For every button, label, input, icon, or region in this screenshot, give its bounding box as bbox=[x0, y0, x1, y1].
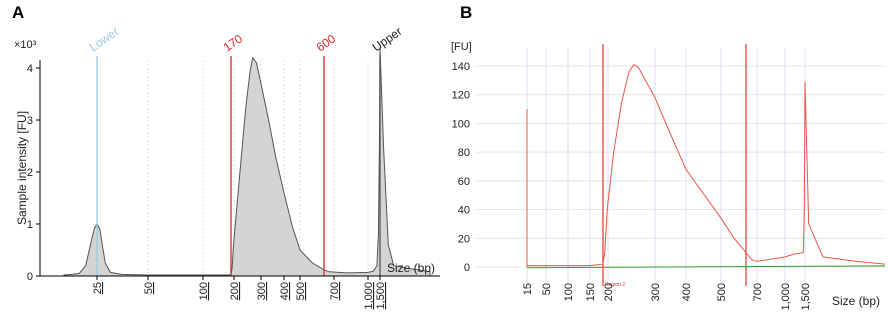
panel-b-x-tick-label: 700 bbox=[752, 283, 764, 301]
panel-a-y-tick-label: 4 bbox=[27, 63, 33, 75]
panel-b-y-tick-label: 60 bbox=[458, 176, 470, 188]
panel-a: A ×10³ Lower 170 600 Upper 0 1 2 3 4 25 50 100 200… bbox=[12, 3, 440, 310]
panel-b-y-tick-label: 100 bbox=[452, 118, 470, 130]
panel-a-x-tick-label: 700 bbox=[329, 282, 341, 300]
panel-b-x-tick-label: 1,500 bbox=[800, 283, 812, 311]
panel-a-y-multiplier: ×10³ bbox=[14, 39, 37, 51]
panel-b-x-tick-label: 15 bbox=[522, 283, 534, 295]
panel-b-y-ticks: 0 20 40 60 80 100 120 140 bbox=[452, 61, 470, 274]
panel-a-marker-label: 600 bbox=[314, 31, 339, 54]
panel-b-traces bbox=[526, 63, 886, 269]
panel-b-y-label: [FU] bbox=[451, 41, 472, 53]
panel-b-gridlines bbox=[476, 48, 885, 282]
panel-b-x-tick-label: 300 bbox=[650, 283, 662, 301]
panel-a-x-tick-label: 25 bbox=[92, 282, 104, 294]
panel-a-x-ticks: 25 50 100 200 300 400 500 700 1,000 1,500 bbox=[92, 276, 387, 310]
panel-a-x-tick-label: 200 bbox=[229, 282, 241, 300]
panel-b-y-tick-label: 80 bbox=[458, 147, 470, 159]
panel-a-y-tick-label: 2 bbox=[27, 167, 33, 179]
panel-b-region-label: Region 2 bbox=[605, 282, 625, 288]
panel-b-trace bbox=[526, 265, 886, 269]
panel-b-x-tick-label: 400 bbox=[681, 283, 693, 301]
panel-a-x-label: Size (bp) bbox=[387, 261, 435, 275]
panel-a-marker-label: 170 bbox=[221, 31, 246, 54]
panel-a-x-tick-label: 500 bbox=[295, 282, 307, 300]
panel-b-x-tick-label: 200 bbox=[603, 283, 615, 301]
panel-b-region: Region 2 bbox=[602, 44, 747, 288]
panel-a-y-ticks: 0 1 2 3 4 bbox=[27, 63, 40, 283]
panel-a-x-tick-label: 300 bbox=[256, 282, 268, 300]
panel-b-x-tick-label: 500 bbox=[716, 283, 728, 301]
panel-b-y-tick-label: 140 bbox=[452, 61, 470, 73]
panel-b-trace bbox=[526, 63, 886, 267]
panel-a-y-tick-label: 3 bbox=[27, 115, 33, 127]
panel-b-x-tick-label: 50 bbox=[541, 283, 553, 295]
panel-a-x-tick-label: 1,000 bbox=[363, 282, 375, 310]
panel-a-x-tick-label: 1,500 bbox=[375, 282, 387, 310]
panel-a-x-tick-label: 100 bbox=[198, 282, 210, 300]
panel-a-y-tick-label: 1 bbox=[27, 219, 33, 231]
panel-b-y-tick-label: 40 bbox=[458, 205, 470, 217]
panel-a-marker-label: Lower bbox=[87, 24, 122, 54]
panel-b-x-ticks: 15 50 100 150 200 300 400 500 700 1,000 1,500 bbox=[522, 283, 812, 311]
panel-b-y-tick-label: 20 bbox=[458, 233, 470, 245]
panel-a-marker-label: Upper bbox=[370, 24, 405, 54]
panel-b-y-tick-label: 120 bbox=[452, 90, 470, 102]
panel-b-letter: B bbox=[460, 3, 472, 22]
panel-b-x-tick-label: 150 bbox=[585, 283, 597, 301]
panel-a-x-tick-label: 50 bbox=[143, 282, 155, 294]
panel-b-x-tick-label: 1,000 bbox=[780, 283, 792, 311]
panel-a-y-tick-label: 0 bbox=[27, 271, 33, 283]
panel-a-y-label: Sample intensity [FU] bbox=[15, 111, 29, 225]
panel-b-y-tick-label: 0 bbox=[464, 262, 470, 274]
panel-b-x-tick-label: 100 bbox=[563, 283, 575, 301]
panel-a-trace bbox=[63, 47, 431, 277]
panel-a-letter: A bbox=[12, 3, 24, 22]
panel-b-x-label: Size (bp) bbox=[832, 294, 880, 308]
panel-a-x-tick-label: 400 bbox=[279, 282, 291, 300]
